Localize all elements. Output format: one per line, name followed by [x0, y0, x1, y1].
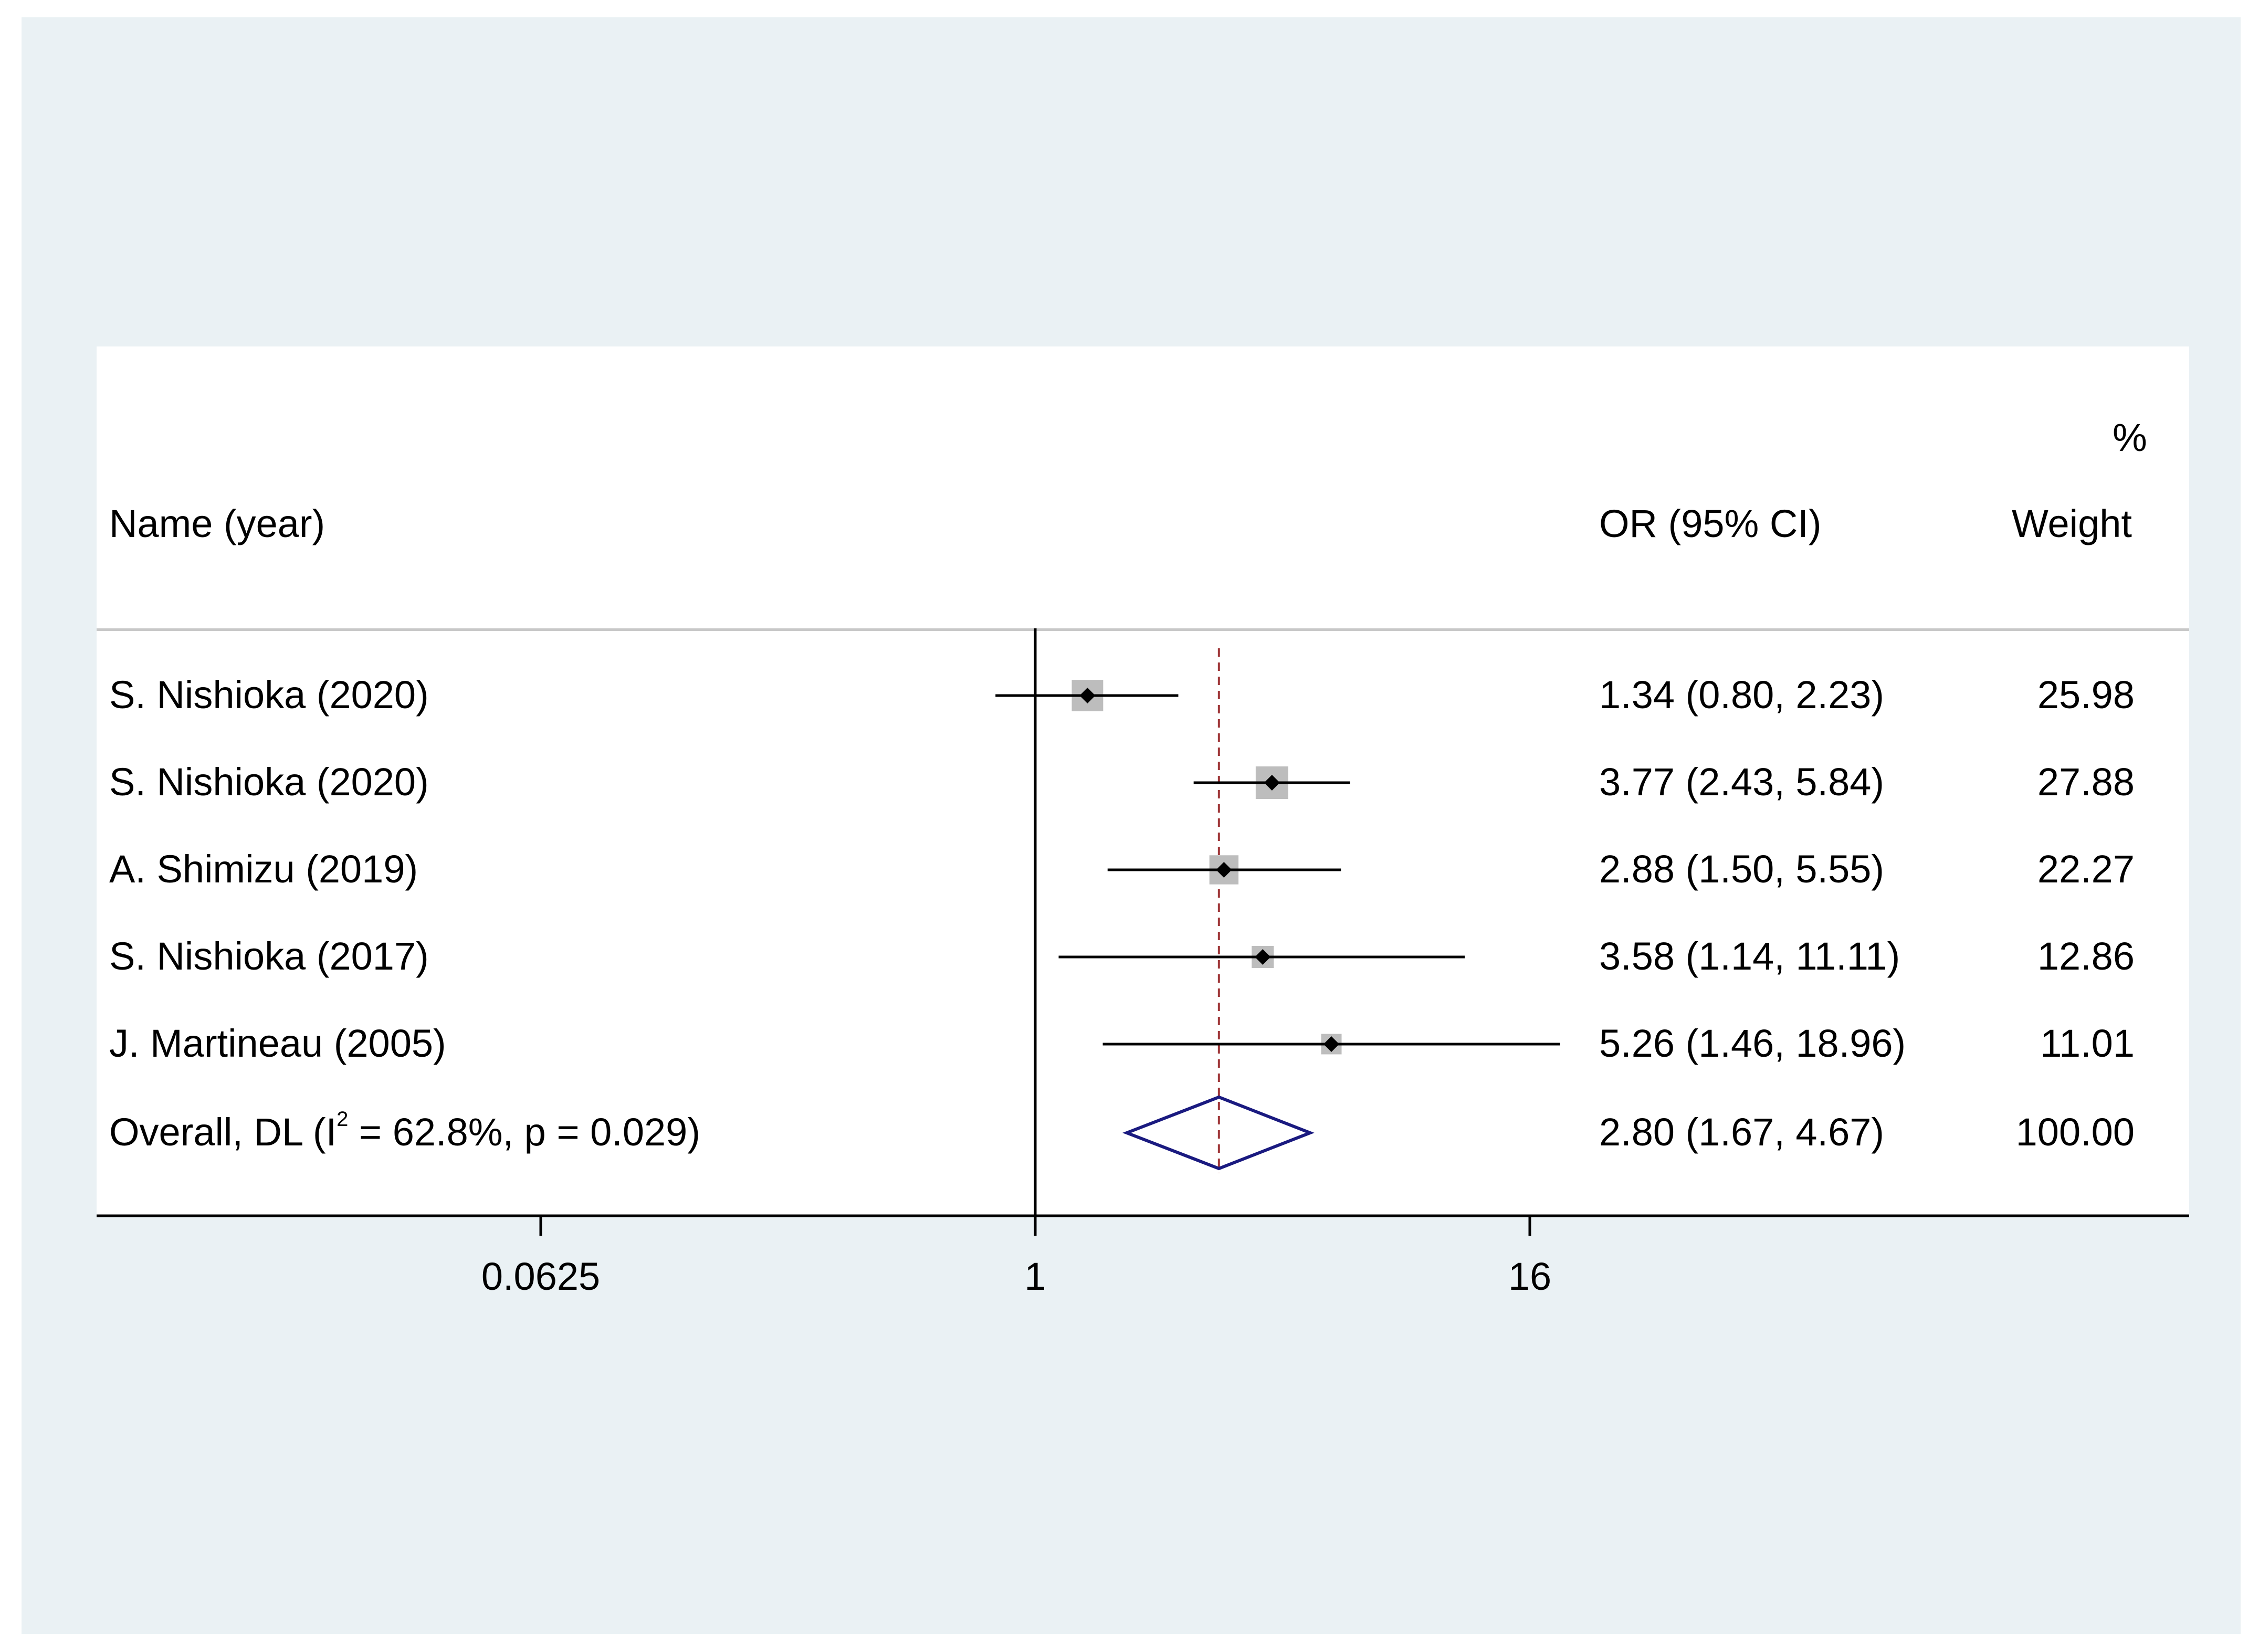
point-estimate: [1216, 862, 1232, 878]
overall-label-suffix: = 62.8%, p = 0.029): [348, 1110, 700, 1154]
x-tick-label: 1: [1024, 1255, 1046, 1298]
point-estimate: [1255, 949, 1271, 965]
study-ci: 2.88 (1.50, 5.55): [1599, 847, 1885, 891]
study-weight: 12.86: [2037, 934, 2135, 978]
point-estimate: [1323, 1036, 1340, 1052]
study-name: S. Nishioka (2017): [109, 934, 429, 978]
overall-weight: 100.00: [2015, 1110, 2135, 1154]
study-ci: 3.58 (1.14, 11.11): [1599, 934, 1900, 978]
estimate-header: OR (95% CI): [1599, 502, 1822, 545]
point-estimate: [1079, 688, 1096, 703]
study-ci: 5.26 (1.46, 18.96): [1599, 1022, 1906, 1065]
study-weight: 27.88: [2037, 760, 2135, 804]
overall-label-superscript: 2: [337, 1108, 349, 1131]
x-tick-label: 0.0625: [481, 1255, 601, 1298]
weight-header: Weight: [2012, 502, 2132, 545]
study-ci: 1.34 (0.80, 2.23): [1599, 673, 1885, 717]
x-tick-label: 16: [1508, 1255, 1552, 1298]
header-divider: [97, 628, 2189, 631]
study-name: S. Nishioka (2020): [109, 673, 429, 717]
study-weight: 22.27: [2037, 847, 2135, 891]
overall-ci: 2.80 (1.67, 4.67): [1599, 1110, 1885, 1154]
study-name: A. Shimizu (2019): [109, 847, 418, 891]
study-weight: 11.01: [2040, 1022, 2135, 1065]
overall-label-prefix: Overall, DL (I: [109, 1110, 337, 1154]
plot-area: [97, 346, 2189, 1215]
study-name: S. Nishioka (2020): [109, 760, 429, 804]
weight-header-top: %: [2113, 416, 2147, 459]
study-ci: 3.77 (2.43, 5.84): [1599, 760, 1885, 804]
point-estimate: [1264, 775, 1280, 791]
study-header: Name (year): [109, 502, 325, 545]
overall-diamond: [1122, 1095, 1315, 1171]
study-name: J. Martineau (2005): [109, 1022, 446, 1065]
study-weight: 25.98: [2037, 673, 2135, 717]
overall-label: Overall, DL (I2 = 62.8%, p = 0.029): [109, 1109, 700, 1154]
